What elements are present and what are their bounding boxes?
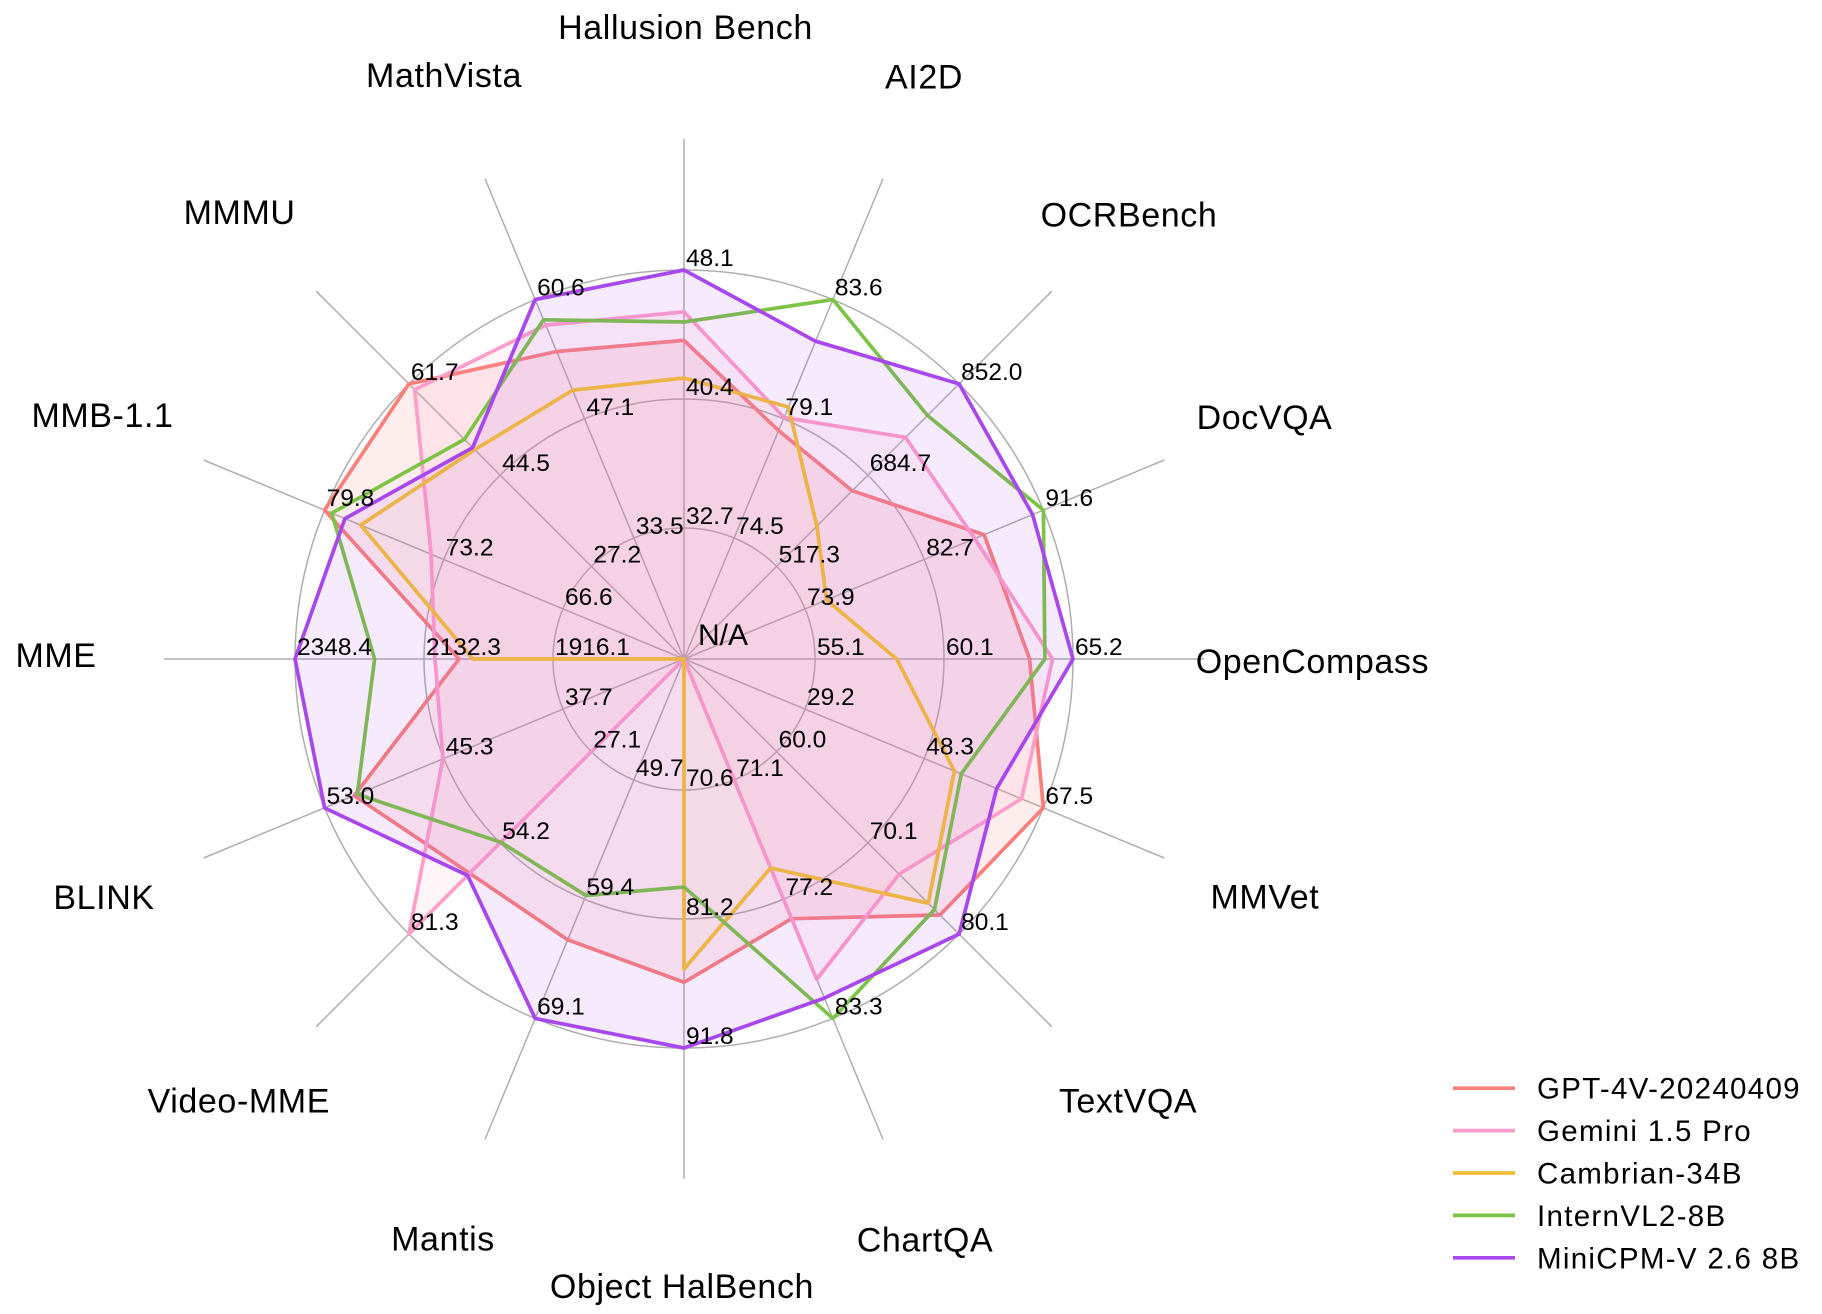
svg-text:83.3: 83.3 <box>835 993 883 1020</box>
svg-text:33.5: 33.5 <box>636 513 684 540</box>
svg-text:69.1: 69.1 <box>537 993 585 1020</box>
svg-text:73.9: 73.9 <box>807 584 855 611</box>
svg-text:73.2: 73.2 <box>446 535 494 562</box>
svg-text:DocVQA: DocVQA <box>1197 399 1333 437</box>
svg-text:MMVet: MMVet <box>1210 879 1319 917</box>
svg-text:55.1: 55.1 <box>817 634 865 661</box>
svg-text:67.5: 67.5 <box>1045 783 1093 810</box>
svg-text:Hallusion Bench: Hallusion Bench <box>558 9 813 47</box>
svg-text:2132.3: 2132.3 <box>426 634 501 661</box>
svg-text:852.0: 852.0 <box>961 359 1022 386</box>
svg-text:70.1: 70.1 <box>870 818 918 845</box>
svg-text:27.2: 27.2 <box>593 541 641 568</box>
svg-text:82.7: 82.7 <box>926 535 974 562</box>
svg-text:Mantis: Mantis <box>391 1220 495 1258</box>
svg-text:74.5: 74.5 <box>736 513 784 540</box>
svg-text:2348.4: 2348.4 <box>297 634 372 661</box>
svg-text:OCRBench: OCRBench <box>1041 197 1218 235</box>
svg-text:32.7: 32.7 <box>686 503 734 530</box>
svg-text:65.2: 65.2 <box>1075 634 1123 661</box>
svg-text:TextVQA: TextVQA <box>1059 1082 1197 1120</box>
svg-text:517.3: 517.3 <box>779 541 840 568</box>
svg-text:Object HalBench: Object HalBench <box>550 1268 814 1306</box>
svg-text:91.6: 91.6 <box>1045 485 1093 512</box>
svg-text:49.7: 49.7 <box>636 755 684 782</box>
svg-text:81.2: 81.2 <box>686 894 734 921</box>
svg-text:60.0: 60.0 <box>779 727 827 754</box>
svg-text:Video-MME: Video-MME <box>148 1083 330 1121</box>
svg-text:27.1: 27.1 <box>593 727 641 754</box>
svg-text:81.3: 81.3 <box>411 909 459 936</box>
svg-text:66.6: 66.6 <box>565 584 613 611</box>
svg-text:37.7: 37.7 <box>565 684 613 711</box>
svg-text:MME: MME <box>15 637 96 675</box>
svg-text:Gemini 1.5 Pro: Gemini 1.5 Pro <box>1537 1115 1752 1148</box>
svg-text:80.1: 80.1 <box>961 909 1009 936</box>
svg-text:OpenCompass: OpenCompass <box>1196 643 1429 681</box>
svg-text:InternVL2-8B: InternVL2-8B <box>1537 1200 1726 1233</box>
svg-text:ChartQA: ChartQA <box>857 1221 993 1259</box>
svg-text:Cambrian-34B: Cambrian-34B <box>1537 1158 1743 1191</box>
svg-text:MiniCPM-V 2.6 8B: MiniCPM-V 2.6 8B <box>1537 1242 1800 1275</box>
svg-text:79.1: 79.1 <box>786 394 834 421</box>
svg-text:GPT-4V-20240409: GPT-4V-20240409 <box>1537 1073 1801 1106</box>
svg-text:61.7: 61.7 <box>411 359 459 386</box>
svg-text:48.1: 48.1 <box>686 245 734 272</box>
svg-text:79.8: 79.8 <box>327 485 375 512</box>
svg-text:MMMU: MMMU <box>184 194 296 232</box>
svg-text:45.3: 45.3 <box>446 734 494 761</box>
svg-text:53.0: 53.0 <box>327 783 375 810</box>
svg-text:71.1: 71.1 <box>736 755 784 782</box>
svg-text:91.8: 91.8 <box>686 1023 734 1050</box>
svg-text:54.2: 54.2 <box>502 818 550 845</box>
svg-text:684.7: 684.7 <box>870 450 931 477</box>
svg-text:1916.1: 1916.1 <box>555 634 630 661</box>
svg-text:60.6: 60.6 <box>537 275 585 302</box>
svg-text:MathVista: MathVista <box>366 57 522 95</box>
svg-text:83.6: 83.6 <box>835 275 883 302</box>
svg-text:77.2: 77.2 <box>786 874 834 901</box>
svg-text:MMB-1.1: MMB-1.1 <box>31 397 173 435</box>
svg-text:59.4: 59.4 <box>587 874 635 901</box>
svg-text:29.2: 29.2 <box>807 684 855 711</box>
svg-text:BLINK: BLINK <box>53 879 154 917</box>
svg-text:N/A: N/A <box>698 619 748 652</box>
svg-text:47.1: 47.1 <box>587 394 635 421</box>
svg-text:60.1: 60.1 <box>946 634 994 661</box>
svg-text:44.5: 44.5 <box>502 450 550 477</box>
svg-text:40.4: 40.4 <box>686 374 734 401</box>
svg-text:AI2D: AI2D <box>885 58 963 96</box>
svg-text:70.6: 70.6 <box>686 765 734 792</box>
svg-text:48.3: 48.3 <box>926 734 974 761</box>
